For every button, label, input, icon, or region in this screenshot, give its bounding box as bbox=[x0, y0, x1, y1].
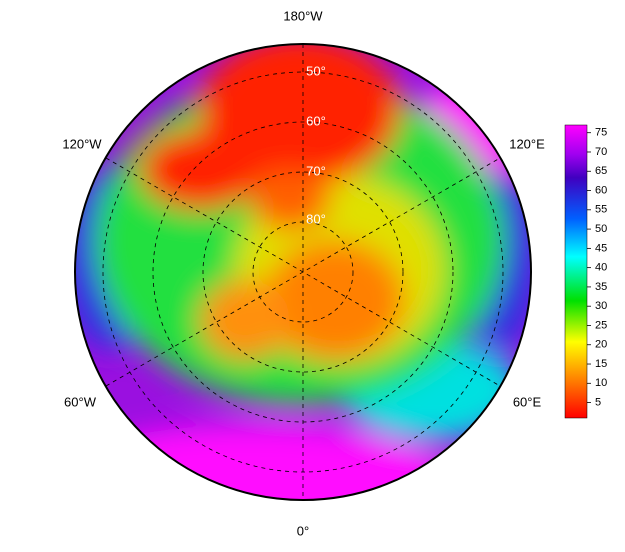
colorbar-tick-label: 30 bbox=[595, 300, 607, 312]
lon-label: 60°E bbox=[513, 394, 542, 409]
lon-label: 0° bbox=[297, 523, 309, 538]
colorbar-tick-label: 5 bbox=[595, 396, 601, 408]
map-border bbox=[74, 43, 532, 501]
lon-label: 60°W bbox=[64, 394, 97, 409]
lon-label: 120°W bbox=[62, 136, 102, 151]
colorbar-tick-label: 35 bbox=[595, 281, 607, 293]
colorbar-tick-label: 15 bbox=[595, 358, 607, 370]
colorbar-tick-label: 55 bbox=[595, 204, 607, 216]
colorbar-tick-label: 75 bbox=[595, 127, 607, 139]
colorbar-tick-label: 65 bbox=[595, 165, 607, 177]
colorbar-scale bbox=[564, 124, 588, 419]
map-field bbox=[75, 44, 531, 500]
lat-label: 80° bbox=[306, 211, 326, 226]
lon-label: 180°W bbox=[283, 8, 323, 23]
colorbar-tick-label: 45 bbox=[595, 242, 607, 254]
lat-label: 60° bbox=[306, 113, 326, 128]
colorbar: 5 10 15 20 25 30 35 40 45 50 55 60 65 70 75 bbox=[564, 124, 607, 419]
lat-label: 50° bbox=[306, 63, 326, 78]
colorbar-tick-label: 60 bbox=[595, 184, 607, 196]
colorbar-tick-label: 20 bbox=[595, 339, 607, 351]
lon-label: 120°E bbox=[509, 136, 545, 151]
colorbar-tick-label: 25 bbox=[595, 319, 607, 331]
colorbar-tick-label: 70 bbox=[595, 146, 607, 158]
colorbar-tick-label: 50 bbox=[595, 223, 607, 235]
lat-label: 70° bbox=[306, 163, 326, 178]
colorbar-tick-label: 40 bbox=[595, 262, 607, 274]
colorbar-tick-label: 10 bbox=[595, 377, 607, 389]
